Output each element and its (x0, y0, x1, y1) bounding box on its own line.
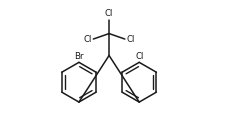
Text: Cl: Cl (83, 35, 92, 44)
Text: Cl: Cl (105, 9, 113, 18)
Text: Cl: Cl (135, 52, 143, 61)
Text: Br: Br (74, 52, 84, 61)
Text: Cl: Cl (126, 35, 135, 44)
